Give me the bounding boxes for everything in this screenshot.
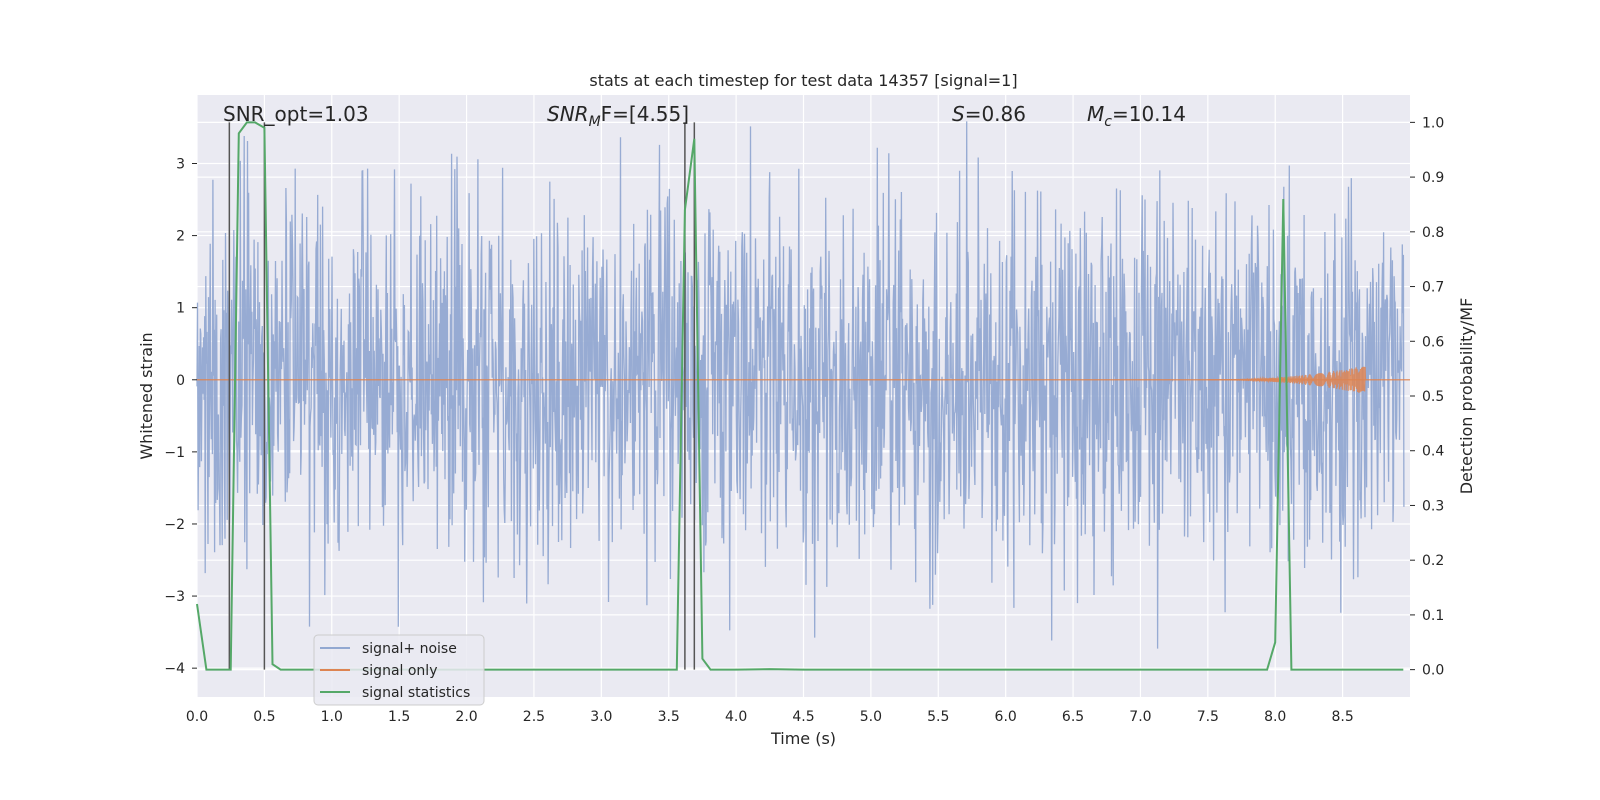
x-tick-label-4: 2.0	[455, 709, 477, 725]
annotation-snr-mf-rest: F=[4.55]	[601, 102, 689, 126]
x-tick-label-16: 8.0	[1264, 709, 1286, 725]
series-signal-plus-noise	[196, 121, 1405, 649]
annotation-s: S=0.86	[952, 102, 1026, 126]
x-tick-label-10: 5.0	[860, 709, 882, 725]
annotation-mc-rest: =10.14	[1112, 102, 1186, 126]
y-right-tick-label-5: 0.5	[1422, 389, 1444, 405]
y-tick-label-7: 3	[176, 156, 185, 172]
annotation-snr-mf: SNRMF=[4.55]	[547, 102, 689, 130]
legend-box	[313, 634, 485, 706]
y-tick-label-3: −1	[164, 445, 185, 461]
x-tick-label-15: 7.5	[1197, 709, 1219, 725]
x-tick-label-13: 6.5	[1062, 709, 1084, 725]
x-tick-label-0: 0.0	[186, 709, 208, 725]
x-tick-label-12: 6.0	[995, 709, 1017, 725]
y-right-tick-label-4: 0.4	[1422, 444, 1444, 460]
y-right-axis-label: Detection probability/MF	[1457, 298, 1476, 495]
annotations: SNR_opt=1.03 SNRMF=[4.55] S=0.86 Mc=10.1…	[223, 102, 1186, 130]
x-tick-label-6: 3.0	[590, 709, 612, 725]
annotation-mc-main: M	[1087, 102, 1104, 126]
y-right-tick-label-2: 0.2	[1422, 553, 1444, 569]
x-tick-label-14: 7.0	[1129, 709, 1151, 725]
annotation-snr-opt: SNR_opt=1.03	[223, 102, 369, 126]
y-right-tick-label-9: 0.9	[1422, 170, 1444, 186]
signal-statistics-line	[196, 121, 1404, 671]
y-right-tick-label-10: 1.0	[1422, 115, 1444, 131]
annotation-mc: Mc=10.14	[1087, 102, 1186, 130]
axes: 0.0 0.5 1.0 1.5 2.0 2.5 3.0 3.5 4.0 4.5 5.0 5.5 6.0 6…	[164, 115, 1444, 725]
annotation-s-rest: =0.86	[965, 102, 1026, 126]
x-tick-label-8: 4.0	[725, 709, 747, 725]
y-right-tick-label-6: 0.6	[1422, 334, 1444, 350]
annotation-snr-mf-main: SNR	[547, 102, 589, 126]
y-tick-label-1: −3	[164, 589, 185, 605]
y-tick-label-5: 1	[176, 301, 185, 317]
legend: signal+ noise signal only signal statist…	[313, 634, 485, 706]
y-tick-label-4: 0	[176, 373, 185, 389]
x-tick-label-17: 8.5	[1331, 709, 1353, 725]
series-signal-statistics	[196, 121, 1404, 671]
legend-label-signal-only: signal only	[362, 663, 437, 679]
x-axis-label: Time (s)	[770, 729, 836, 748]
x-tick-label-9: 4.5	[792, 709, 814, 725]
annotation-s-main: S	[952, 102, 965, 126]
y-right-tick-label-8: 0.8	[1422, 225, 1444, 241]
annotation-mc-sub: c	[1104, 114, 1112, 130]
chart-title: stats at each timestep for test data 143…	[589, 71, 1017, 90]
y-tick-label-2: −2	[164, 517, 185, 533]
y-right-tick-label-7: 0.7	[1422, 280, 1444, 296]
x-tick-label-2: 1.0	[321, 709, 343, 725]
annotation-snr-mf-sub: M	[589, 114, 601, 130]
signal-plus-noise-line	[196, 121, 1405, 649]
y-right-tick-label-3: 0.3	[1422, 498, 1444, 514]
x-tick-label-1: 0.5	[253, 709, 275, 725]
y-right-tick-label-0: 0.0	[1422, 663, 1444, 679]
y-right-tick-label-1: 0.1	[1422, 608, 1444, 624]
x-tick-label-7: 3.5	[658, 709, 680, 725]
y-tick-label-0: −4	[164, 661, 185, 677]
y-axis-label: Whitened strain	[137, 332, 156, 459]
x-tick-label-3: 1.5	[388, 709, 410, 725]
legend-label-signal-plus-noise: signal+ noise	[362, 641, 457, 657]
x-tick-label-5: 2.5	[523, 709, 545, 725]
x-tick-label-11: 5.5	[927, 709, 949, 725]
y-tick-label-6: 2	[176, 229, 185, 245]
legend-label-signal-statistics: signal statistics	[362, 685, 470, 701]
